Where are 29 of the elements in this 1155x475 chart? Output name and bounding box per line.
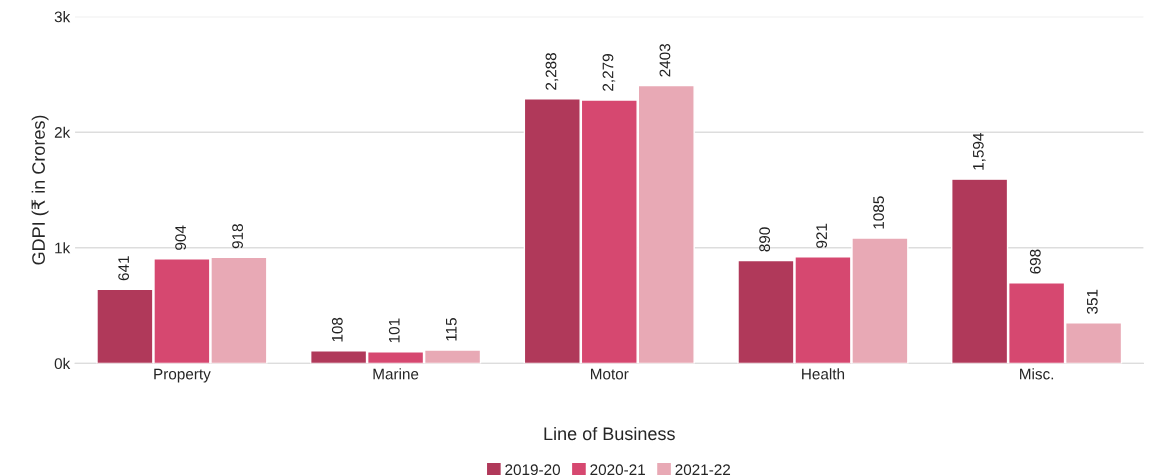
y-tick-label: 3k	[54, 11, 71, 23]
y-tick-label: 2k	[54, 126, 71, 138]
data-label: 108	[331, 317, 343, 342]
data-label: 890	[759, 227, 771, 252]
y-tick-label: 0k	[54, 357, 71, 370]
data-label: 2403	[659, 43, 671, 77]
x-tick-label: Health	[802, 368, 845, 380]
x-tick-label: Misc.	[1020, 368, 1054, 380]
data-label: 101	[388, 318, 400, 343]
data-label: 641	[118, 256, 130, 281]
legend-label: 2021-22	[675, 464, 731, 475]
data-label: 2,279	[602, 54, 616, 91]
x-tick-label: Property	[154, 368, 211, 383]
data-label: 918	[232, 224, 243, 249]
data-label: 1,594	[972, 133, 986, 170]
data-label: 351	[1086, 289, 1098, 314]
x-tick-label: Motor	[590, 368, 629, 380]
y-tick-label: 1k	[55, 242, 71, 254]
data-label: 904	[175, 225, 187, 250]
legend-label: 2019-20	[505, 464, 561, 475]
x-tick-label: Marine	[373, 368, 419, 380]
data-label: 115	[446, 318, 457, 341]
legend-label: 2020-21	[590, 464, 645, 475]
data-label: 2,288	[545, 53, 559, 90]
data-label: 1085	[873, 196, 885, 229]
data-label: 698	[1029, 249, 1041, 274]
y-axis-title: GDPI (₹ in Crores)	[31, 115, 49, 265]
data-label: 921	[816, 223, 828, 248]
x-axis-title: Line of Business	[544, 426, 675, 441]
